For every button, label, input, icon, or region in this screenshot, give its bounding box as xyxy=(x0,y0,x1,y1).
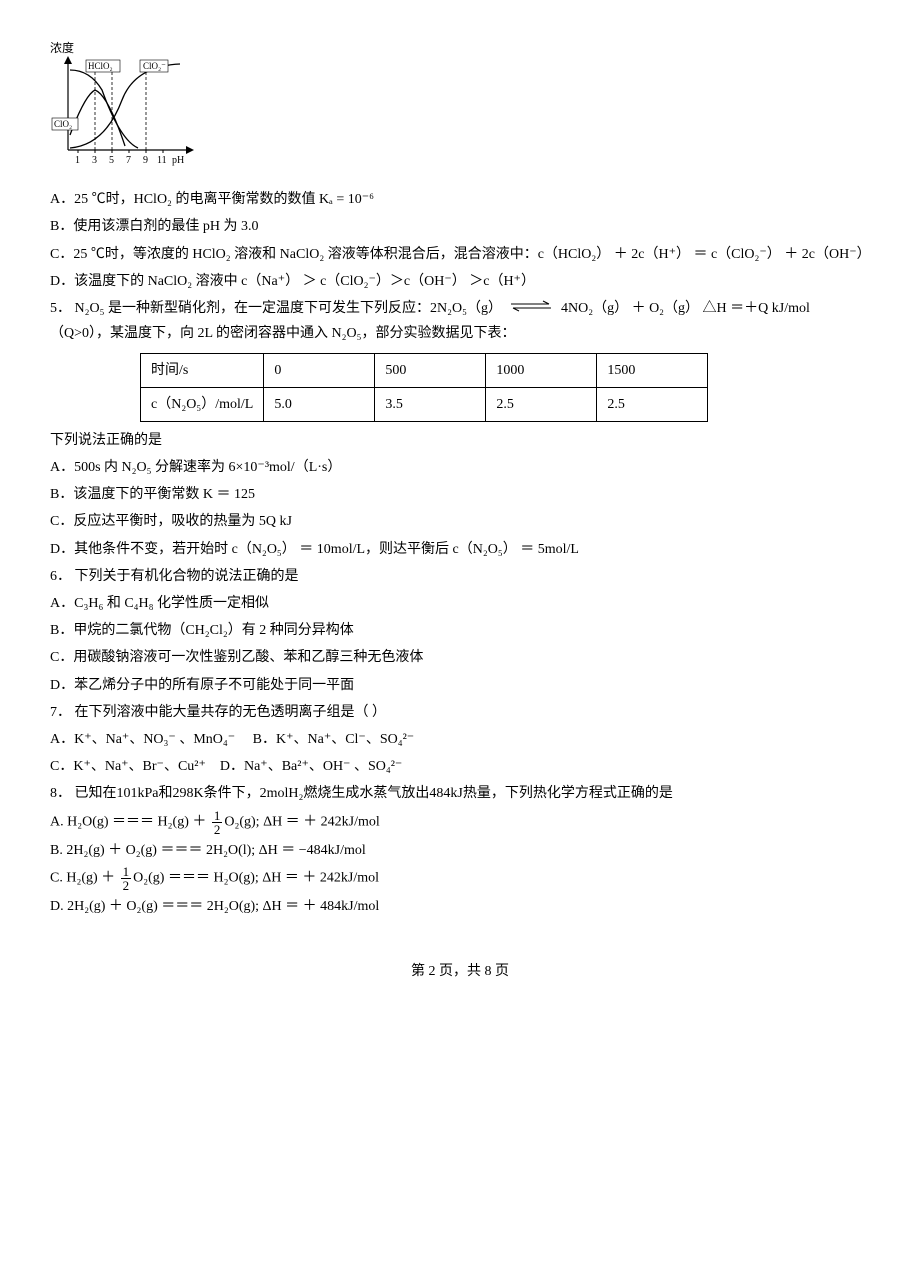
chart-svg: 浓度 1 3 5 7 9 11 pH HClO₂ ClO₂⁻ xyxy=(50,40,200,170)
svg-text:9: 9 xyxy=(143,155,148,166)
q6-option-b: B．甲烷的二氯代物（CH₂Cl₂）有 2 种同分异构体 xyxy=(50,618,870,643)
table-row: c（N₂O₅）/mol/L 5.0 3.5 2.5 2.5 xyxy=(141,387,708,421)
q8-stem: 8． 已知在101kPa和298K条件下，2molH₂燃烧生成水蒸气放出484k… xyxy=(50,781,870,806)
svg-text:5: 5 xyxy=(109,155,114,166)
y-axis-label: 浓度 xyxy=(50,40,74,55)
q6-option-a: A．C₃H₆ 和 C₄H₈ 化学性质一定相似 xyxy=(50,591,870,616)
q8-c-left: C. H₂(g) ＋ xyxy=(50,870,119,885)
cell: 2.5 xyxy=(597,387,708,421)
q7-row1: A．K⁺、Na⁺、NO₃⁻ 、MnO₄⁻ B．K⁺、Na⁺、Cl⁻、SO₄²⁻ xyxy=(50,727,870,752)
cell: 时间/s xyxy=(141,353,264,387)
table-row: 时间/s 0 500 1000 1500 xyxy=(141,353,708,387)
q8-option-c: C. H₂(g) ＋ 12O₂(g) ＝＝＝ H₂O(g); ΔH ＝ ＋ 24… xyxy=(50,865,870,892)
cell: c（N₂O₅）/mol/L xyxy=(141,387,264,421)
svg-text:HClO₂: HClO₂ xyxy=(88,61,113,71)
q8-a-left: A. H₂O(g) ＝＝＝ H₂(g) ＋ xyxy=(50,814,210,829)
svg-text:3: 3 xyxy=(92,155,97,166)
q8-option-d: D. 2H₂(g) ＋ O₂(g) ＝＝＝ 2H₂O(g); ΔH ＝ ＋ 48… xyxy=(50,894,870,919)
q5-stem: 5． N₂O₅ 是一种新型硝化剂，在一定温度下可发生下列反应：2N₂O₅（g） … xyxy=(50,296,870,347)
q8-option-a: A. H₂O(g) ＝＝＝ H₂(g) ＋ 12O₂(g); ΔH ＝ ＋ 24… xyxy=(50,809,870,836)
frac-den: 2 xyxy=(212,823,223,836)
q8-option-b: B. 2H₂(g) ＋ O₂(g) ＝＝＝ 2H₂O(l); ΔH ＝ −484… xyxy=(50,838,870,863)
page-footer: 第 2 页，共 8 页 xyxy=(50,959,870,984)
fraction-half-icon: 12 xyxy=(121,865,132,892)
equilibrium-arrow-icon xyxy=(509,296,553,321)
q5-substem: 下列说法正确的是 xyxy=(50,428,870,453)
q6-stem: 6． 下列关于有机化合物的说法正确的是 xyxy=(50,564,870,589)
q7-option-b: B．K⁺、Na⁺、Cl⁻、SO₄²⁻ xyxy=(253,732,415,747)
q5-data-table: 时间/s 0 500 1000 1500 c（N₂O₅）/mol/L 5.0 3… xyxy=(140,353,708,422)
q4-option-a: A．25 ℃时，HClO₂ 的电离平衡常数的数值 Kₐ = 10⁻⁶ xyxy=(50,187,870,212)
q6-option-c: C．用碳酸钠溶液可一次性鉴别乙酸、苯和乙醇三种无色液体 xyxy=(50,645,870,670)
q6-option-d: D．苯乙烯分子中的所有原子不可能处于同一平面 xyxy=(50,673,870,698)
svg-text:pH: pH xyxy=(172,155,184,166)
cell: 2.5 xyxy=(486,387,597,421)
q7-option-a: A．K⁺、Na⁺、NO₃⁻ 、MnO₄⁻ xyxy=(50,732,235,747)
cell: 1000 xyxy=(486,353,597,387)
svg-text:ClO₂: ClO₂ xyxy=(54,119,72,129)
svg-text:1: 1 xyxy=(75,155,80,166)
cell: 500 xyxy=(375,353,486,387)
q5-option-b: B．该温度下的平衡常数 K ＝ 125 xyxy=(50,482,870,507)
q5-option-d: D．其他条件不变，若开始时 c（N₂O₅） ＝ 10mol/L，则达平衡后 c（… xyxy=(50,537,870,562)
q7-option-d: D．Na⁺、Ba²⁺、OH⁻ 、SO₄²⁻ xyxy=(220,759,402,774)
cell: 5.0 xyxy=(264,387,375,421)
svg-text:7: 7 xyxy=(126,155,131,166)
cell: 1500 xyxy=(597,353,708,387)
cell: 3.5 xyxy=(375,387,486,421)
fraction-half-icon: 12 xyxy=(212,809,223,836)
concentration-chart: 浓度 1 3 5 7 9 11 pH HClO₂ ClO₂⁻ xyxy=(50,40,870,179)
frac-num: 1 xyxy=(121,865,132,879)
q4-option-d: D．该温度下的 NaClO₂ 溶液中 c（Na⁺） ＞ c（ClO₂⁻）＞c（O… xyxy=(50,269,870,294)
q5-stem-pre: 5． N₂O₅ 是一种新型硝化剂，在一定温度下可发生下列反应：2N₂O₅（g） xyxy=(50,301,502,316)
q5-option-a: A．500s 内 N₂O₅ 分解速率为 6×10⁻³mol/（L·s） xyxy=(50,455,870,480)
q4-option-c: C．25 ℃时，等浓度的 HClO₂ 溶液和 NaClO₂ 溶液等体积混合后，混… xyxy=(50,242,870,267)
q7-stem: 7． 在下列溶液中能大量共存的无色透明离子组是（ ） xyxy=(50,700,870,725)
cell: 0 xyxy=(264,353,375,387)
q8-a-right: O₂(g); ΔH ＝ ＋ 242kJ/mol xyxy=(224,814,379,829)
svg-text:11: 11 xyxy=(157,155,167,166)
frac-num: 1 xyxy=(212,809,223,823)
q4-option-b: B．使用该漂白剂的最佳 pH 为 3.0 xyxy=(50,214,870,239)
frac-den: 2 xyxy=(121,879,132,892)
q7-row2: C．K⁺、Na⁺、Br⁻、Cu²⁺ D．Na⁺、Ba²⁺、OH⁻ 、SO₄²⁻ xyxy=(50,754,870,779)
q8-c-right: O₂(g) ＝＝＝ H₂O(g); ΔH ＝ ＋ 242kJ/mol xyxy=(133,870,379,885)
q7-option-c: C．K⁺、Na⁺、Br⁻、Cu²⁺ xyxy=(50,759,206,774)
svg-text:ClO₂⁻: ClO₂⁻ xyxy=(143,61,166,71)
q5-option-c: C．反应达平衡时，吸收的热量为 5Q kJ xyxy=(50,509,870,534)
